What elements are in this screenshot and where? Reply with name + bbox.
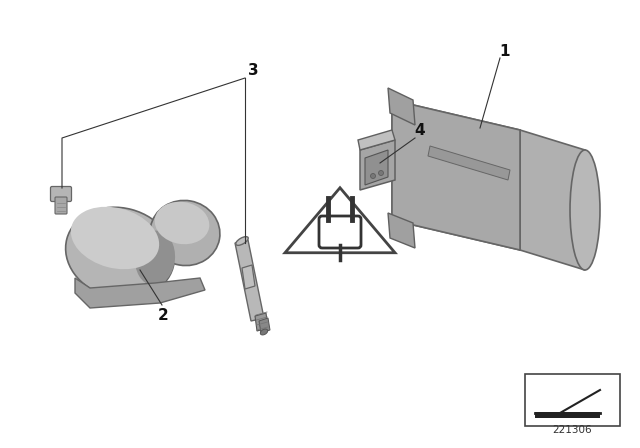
- Text: 3: 3: [248, 63, 259, 78]
- Ellipse shape: [71, 207, 159, 269]
- Polygon shape: [520, 130, 585, 270]
- Ellipse shape: [155, 202, 209, 244]
- Polygon shape: [428, 146, 510, 180]
- Text: 221306: 221306: [552, 425, 592, 435]
- Ellipse shape: [260, 329, 268, 335]
- FancyBboxPatch shape: [319, 216, 361, 248]
- Ellipse shape: [150, 200, 220, 266]
- Ellipse shape: [570, 150, 600, 270]
- Polygon shape: [242, 265, 255, 289]
- Text: 2: 2: [157, 307, 168, 323]
- Ellipse shape: [371, 173, 376, 178]
- Polygon shape: [285, 188, 395, 253]
- Polygon shape: [255, 313, 268, 331]
- FancyBboxPatch shape: [51, 186, 72, 202]
- Polygon shape: [259, 318, 270, 333]
- Bar: [525, 374, 620, 426]
- Ellipse shape: [135, 231, 175, 285]
- Polygon shape: [392, 100, 520, 250]
- Polygon shape: [358, 130, 395, 150]
- Ellipse shape: [378, 171, 383, 176]
- Text: 4: 4: [415, 122, 426, 138]
- FancyBboxPatch shape: [55, 197, 67, 214]
- Polygon shape: [388, 213, 415, 248]
- Polygon shape: [388, 88, 415, 125]
- Polygon shape: [365, 150, 388, 185]
- Polygon shape: [392, 100, 520, 250]
- Polygon shape: [360, 140, 395, 190]
- Ellipse shape: [66, 207, 174, 299]
- Polygon shape: [235, 240, 264, 321]
- Ellipse shape: [236, 237, 248, 246]
- Bar: [535, 412, 600, 418]
- Polygon shape: [75, 278, 205, 308]
- Text: 1: 1: [500, 43, 510, 59]
